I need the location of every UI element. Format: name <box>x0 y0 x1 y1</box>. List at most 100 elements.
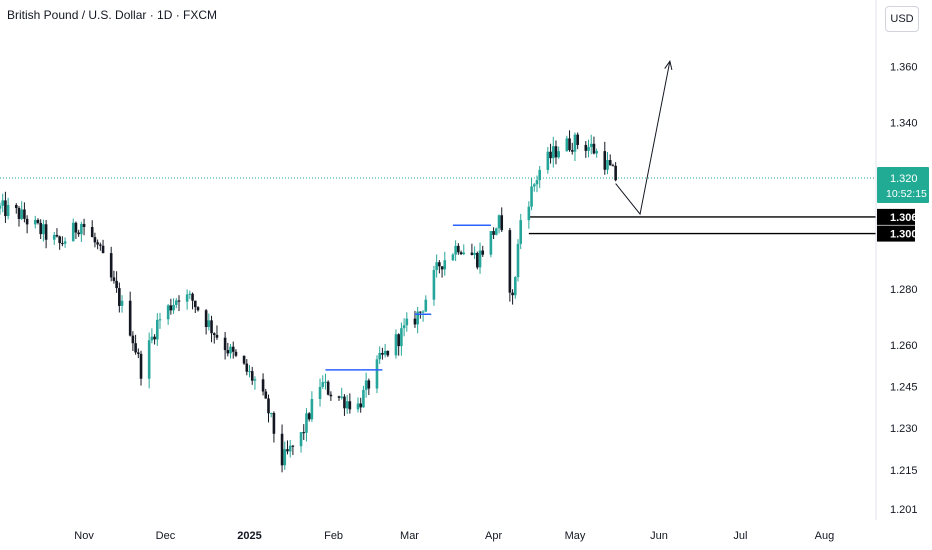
time-tick-label: Apr <box>485 530 502 542</box>
price-tick-label: 1.201 <box>890 504 918 516</box>
candle-body <box>172 304 175 311</box>
candle-body <box>462 252 466 255</box>
candle-body <box>362 389 365 408</box>
candle-body <box>495 228 498 235</box>
candle-body <box>223 337 227 351</box>
candle-body <box>58 236 61 244</box>
candle-body <box>419 311 422 313</box>
candle-body <box>592 143 596 154</box>
level-label: 1.306 <box>890 212 918 224</box>
candle-body <box>305 413 308 433</box>
candle-body <box>611 165 615 167</box>
candle-body <box>329 394 333 397</box>
candle-body <box>570 150 574 152</box>
candle-body <box>532 184 536 187</box>
candle-body <box>595 151 598 154</box>
candle-body <box>321 382 325 387</box>
price-tick-label: 1.215 <box>890 465 918 477</box>
candle-body <box>511 292 514 296</box>
candle-body <box>1 200 5 206</box>
candle-body <box>204 310 208 328</box>
time-tick-label: Feb <box>324 530 343 542</box>
candle-body <box>23 209 26 219</box>
candle-body <box>546 151 550 170</box>
candle-body <box>61 243 64 245</box>
candle-body <box>25 218 29 225</box>
currency-button[interactable]: USD <box>885 6 919 32</box>
candle-body <box>337 396 341 398</box>
candle-body <box>112 277 116 281</box>
candle-body <box>299 432 303 447</box>
candle-body <box>318 386 322 399</box>
candle-body <box>33 219 37 225</box>
time-tick-label: Dec <box>156 530 176 542</box>
projection-arrowhead <box>664 59 673 71</box>
candle-body <box>212 333 216 335</box>
time-tick-label: Jun <box>650 530 668 542</box>
candle-body <box>185 294 189 302</box>
candle-body <box>158 319 162 321</box>
candle-body <box>229 346 232 354</box>
price-tick-label: 1.260 <box>890 340 918 352</box>
candle-body <box>215 334 219 338</box>
candle-body <box>386 350 390 356</box>
candle-body <box>109 253 113 278</box>
candle-body <box>603 151 607 170</box>
candle-body <box>137 352 140 354</box>
level-badge <box>877 208 915 225</box>
candle-body <box>324 381 327 383</box>
candle-body <box>280 433 284 466</box>
candle-body <box>492 231 495 235</box>
chart-title: British Pound / U.S. Dollar · 1D · FXCM <box>7 8 218 22</box>
candle-body <box>6 205 10 217</box>
candle-body <box>264 391 268 399</box>
candle-body <box>63 241 67 244</box>
candle-body <box>587 146 590 151</box>
candle-body <box>348 401 352 410</box>
candle-body <box>226 350 230 354</box>
candle-body <box>52 234 56 240</box>
candle-body <box>451 254 455 261</box>
candle-body <box>508 230 512 293</box>
candle-body <box>118 288 121 306</box>
candle-body <box>589 143 593 147</box>
candle-body <box>432 269 436 300</box>
candle-body <box>557 151 560 158</box>
candle-body <box>283 449 287 466</box>
price-tick-label: 1.360 <box>890 62 918 74</box>
candle-body <box>554 146 558 158</box>
candle-body <box>36 219 40 223</box>
level-label: 1.300 <box>890 229 918 241</box>
last-price-label: 1.320 <box>890 173 918 185</box>
price-tick-label: 1.340 <box>890 117 918 129</box>
candle-body <box>394 334 398 356</box>
time-tick-label: Aug <box>815 530 835 542</box>
candle-body <box>248 371 251 373</box>
candle-body <box>250 371 254 381</box>
time-tick-label: Nov <box>74 530 94 542</box>
candle-body <box>359 403 363 408</box>
candle-body <box>302 432 306 434</box>
candle-body <box>196 307 200 311</box>
candle-body <box>156 319 159 340</box>
candle-body <box>242 355 246 364</box>
candle-body <box>573 134 577 152</box>
candle-body <box>234 351 238 356</box>
candle-body <box>481 250 485 255</box>
candle-body <box>4 200 7 217</box>
candle-body <box>568 138 571 151</box>
candle-body <box>421 311 425 313</box>
candle-body <box>99 244 102 246</box>
candle-body <box>416 311 419 325</box>
candle-body <box>435 262 438 270</box>
candle-body <box>77 232 80 235</box>
candle-body <box>169 305 173 311</box>
candle-body <box>405 318 409 326</box>
candle-body <box>147 340 151 379</box>
candle-body <box>378 352 381 360</box>
candle-body <box>381 352 384 355</box>
time-tick-label: 2025 <box>237 530 261 542</box>
candle-body <box>93 237 97 243</box>
candle-body <box>345 401 349 409</box>
